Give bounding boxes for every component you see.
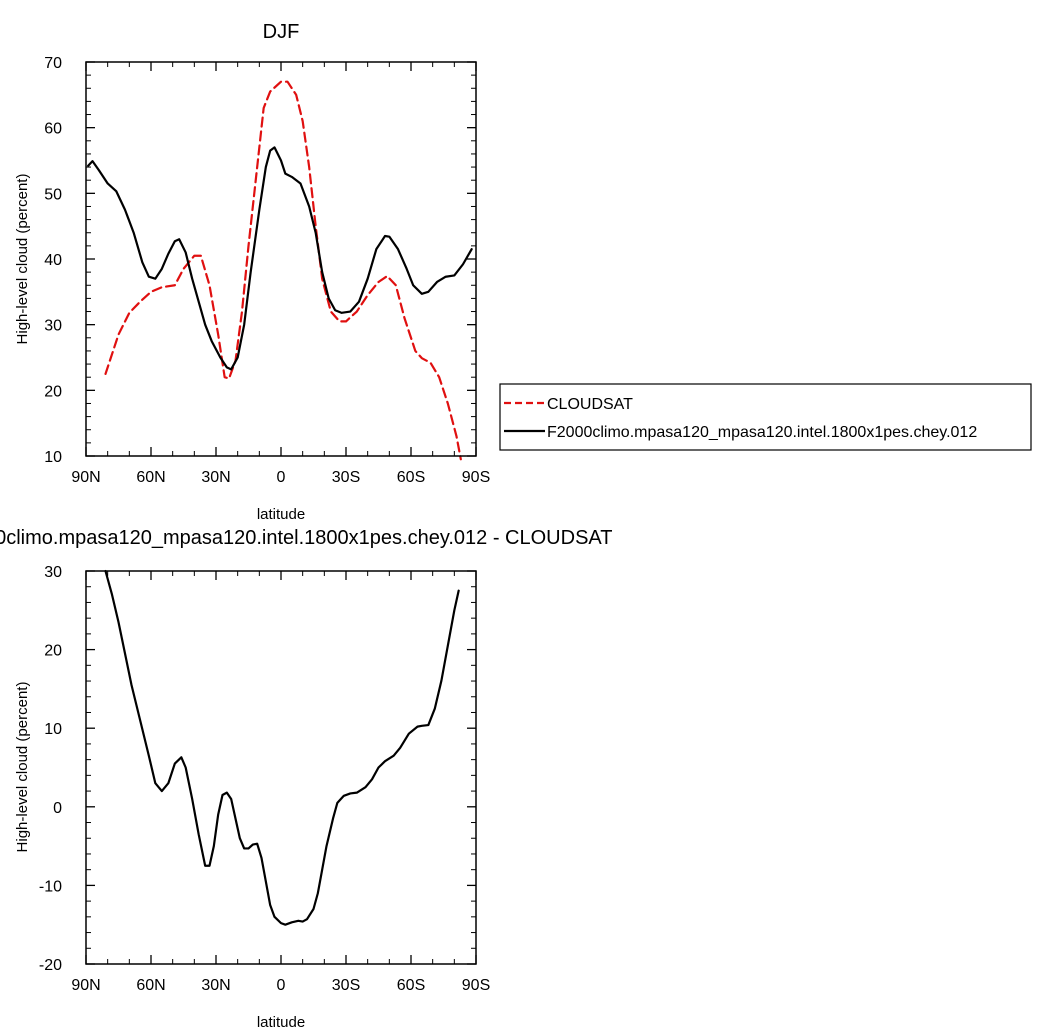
bottom-chart-series-line-0: [104, 569, 460, 926]
top-chart-series-line-1: [87, 146, 473, 371]
top-chart-y-tick-label: 20: [44, 383, 62, 400]
top-chart-x-tick-label: 30N: [201, 469, 230, 486]
top-chart-y-tick-label: 40: [44, 252, 62, 269]
bottom-chart-panel: F2000climo.mpasa120_mpasa120.intel.1800x…: [0, 527, 612, 1031]
legend-label-model: F2000climo.mpasa120_mpasa120.intel.1800x…: [547, 424, 977, 441]
bottom-chart-y-axis-label: High-level cloud (percent): [14, 682, 31, 853]
bottom-chart-x-tick-label: 90S: [462, 977, 490, 994]
top-chart-series-line-0: [104, 80, 462, 461]
bottom-chart-x-tick-label: 60S: [397, 977, 425, 994]
top-chart-panel: DJF latitude High-level cloud (percent) …: [14, 21, 490, 523]
top-chart-x-tick-label: 90S: [462, 469, 490, 486]
bottom-chart-x-axis-label: latitude: [257, 1014, 305, 1031]
bottom-chart-y-tick-label: 10: [44, 721, 62, 738]
bottom-chart-y-tick-label: -10: [39, 878, 62, 895]
bottom-chart-x-tick-label: 60N: [136, 977, 165, 994]
top-chart-title: DJF: [263, 21, 300, 43]
bottom-chart-lines: [104, 569, 460, 926]
bottom-chart-y-tick-label: 20: [44, 643, 62, 660]
top-chart-x-tick-label: 90N: [71, 469, 100, 486]
top-chart-x-tick-label: 60S: [397, 469, 425, 486]
bottom-chart-y-tick-label: -20: [39, 957, 62, 974]
bottom-chart-x-tick-label: 90N: [71, 977, 100, 994]
top-chart-lines: [87, 80, 473, 461]
legend: CLOUDSAT F2000climo.mpasa120_mpasa120.in…: [499, 383, 1032, 451]
top-chart-plot-frame: [85, 61, 477, 457]
bottom-chart-title: F2000climo.mpasa120_mpasa120.intel.1800x…: [0, 527, 612, 549]
bottom-chart-ticks: 90N 60N 30N 0 30S 60S 90S -20 -10 0 10 20 30: [39, 564, 490, 994]
top-chart-y-axis-label: High-level cloud (percent): [14, 174, 31, 345]
top-chart-y-tick-label: 50: [44, 186, 62, 203]
bottom-chart-x-tick-label: 30N: [201, 977, 230, 994]
top-chart-x-tick-label: 30S: [332, 469, 360, 486]
top-chart-x-axis-label: latitude: [257, 506, 305, 523]
bottom-chart-y-tick-label: 30: [44, 564, 62, 581]
legend-label-cloudsat: CLOUDSAT: [547, 396, 633, 413]
top-chart-y-tick-label: 70: [44, 55, 62, 72]
top-chart-x-tick-label: 60N: [136, 469, 165, 486]
bottom-chart-x-tick-label: 30S: [332, 977, 360, 994]
top-chart-y-tick-label: 30: [44, 318, 62, 335]
legend-box: [499, 383, 1032, 451]
bottom-chart-plot-frame: [85, 570, 477, 965]
bottom-chart-y-tick-label: 0: [53, 800, 62, 817]
top-chart-ticks: 90N 60N 30N 0 30S 60S 90S 10 20 30 40 50 60 70: [44, 55, 490, 486]
bottom-chart-x-tick-label: 0: [277, 977, 286, 994]
top-chart-y-tick-label: 10: [44, 449, 62, 466]
top-chart-x-tick-label: 0: [277, 469, 286, 486]
top-chart-y-tick-label: 60: [44, 121, 62, 138]
